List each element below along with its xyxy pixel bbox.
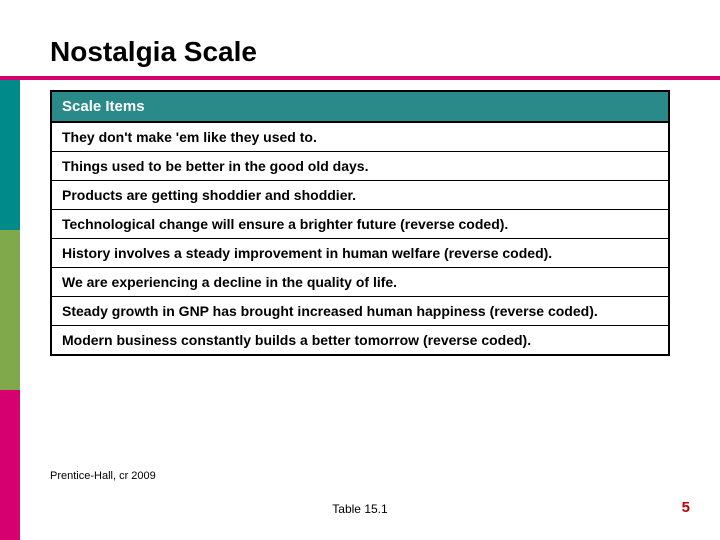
title-underline <box>0 76 720 80</box>
table-row: Modern business constantly builds a bett… <box>52 326 668 354</box>
table-row: They don't make 'em like they used to. <box>52 123 668 152</box>
page-title: Nostalgia Scale <box>50 36 257 68</box>
side-seg-teal <box>0 80 20 230</box>
table-row: History involves a steady improvement in… <box>52 239 668 268</box>
table-header: Scale Items <box>52 92 668 123</box>
side-color-bar <box>0 80 20 540</box>
footer-credit: Prentice-Hall, cr 2009 <box>50 470 156 482</box>
footer-table-label: Table 15.1 <box>0 502 720 516</box>
table-row: Technological change will ensure a brigh… <box>52 210 668 239</box>
table-row: Things used to be better in the good old… <box>52 152 668 181</box>
table-row: We are experiencing a decline in the qua… <box>52 268 668 297</box>
scale-table: Scale Items They don't make 'em like the… <box>50 90 670 356</box>
table-row: Steady growth in GNP has brought increas… <box>52 297 668 326</box>
slide: Nostalgia Scale Scale Items They don't m… <box>0 0 720 540</box>
side-seg-magenta <box>0 390 20 540</box>
table-row: Products are getting shoddier and shoddi… <box>52 181 668 210</box>
page-number: 5 <box>682 499 690 516</box>
side-seg-green <box>0 230 20 390</box>
